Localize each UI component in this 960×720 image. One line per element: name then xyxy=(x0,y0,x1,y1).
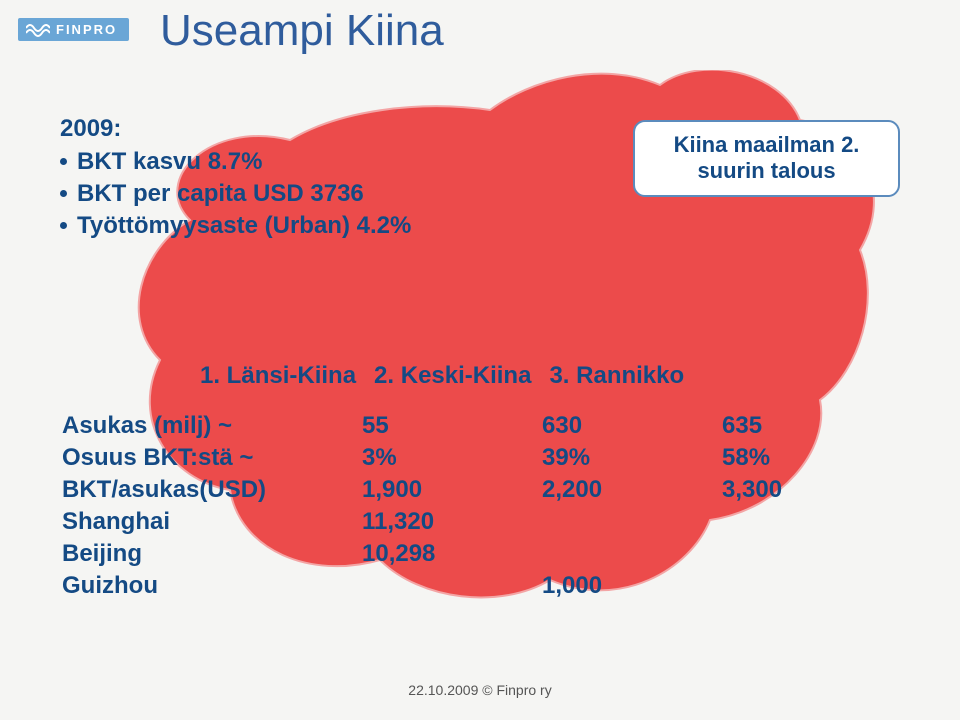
region-header: 1. Länsi-Kiina 2. Keski-Kiina 3. Rannikk… xyxy=(200,362,684,390)
footer: 22.10.2009 © Finpro ry xyxy=(0,682,960,698)
table-row: Shanghai 11,320 xyxy=(62,506,842,538)
bullet-icon xyxy=(60,222,67,229)
bullet-text: BKT kasvu 8.7% xyxy=(77,147,262,177)
row-val: 39% xyxy=(542,444,722,472)
row-val: 55 xyxy=(362,412,542,440)
table-row: BKT/asukas(USD) 1,900 2,200 3,300 xyxy=(62,474,842,506)
row-label: Shanghai xyxy=(62,508,362,536)
row-val: 3% xyxy=(362,444,542,472)
bullet-row: BKT kasvu 8.7% xyxy=(60,147,411,177)
row-val: 11,320 xyxy=(362,508,542,536)
row-val: 3,300 xyxy=(722,476,842,504)
data-table: Asukas (milj) ~ 55 630 635 Osuus BKT:stä… xyxy=(62,410,842,602)
table-row: Asukas (milj) ~ 55 630 635 xyxy=(62,410,842,442)
callout-box: Kiina maailman 2. suurin talous xyxy=(633,120,900,197)
logo-text: FINPRO xyxy=(56,22,117,37)
bullet-row: BKT per capita USD 3736 xyxy=(60,179,411,209)
table-row: Osuus BKT:stä ~ 3% 39% 58% xyxy=(62,442,842,474)
region-col-3: 3. Rannikko xyxy=(549,362,684,390)
row-val: 58% xyxy=(722,444,842,472)
row-val: 635 xyxy=(722,412,842,440)
bullet-icon xyxy=(60,190,67,197)
table-row: Guizhou 1,000 xyxy=(62,570,842,602)
wave-icon xyxy=(26,23,50,37)
bullet-icon xyxy=(60,158,67,165)
row-label: Osuus BKT:stä ~ xyxy=(62,444,362,472)
region-col-2: 2. Keski-Kiina xyxy=(374,362,531,390)
row-val: 1,900 xyxy=(362,476,542,504)
row-val: 10,298 xyxy=(362,540,542,568)
page-title: Useampi Kiina xyxy=(160,6,444,56)
bullet-text: Työttömyysaste (Urban) 4.2% xyxy=(77,211,411,241)
bullet-text: BKT per capita USD 3736 xyxy=(77,179,364,209)
table-row: Beijing 10,298 xyxy=(62,538,842,570)
row-label: Asukas (milj) ~ xyxy=(62,412,362,440)
bullet-row: Työttömyysaste (Urban) 4.2% xyxy=(60,211,411,241)
stats-2009: 2009: BKT kasvu 8.7% BKT per capita USD … xyxy=(60,115,411,241)
row-val: 630 xyxy=(542,412,722,440)
region-col-1: 1. Länsi-Kiina xyxy=(200,362,356,390)
row-label: BKT/asukas(USD) xyxy=(62,476,362,504)
finpro-logo: FINPRO xyxy=(18,18,129,41)
row-val: 1,000 xyxy=(542,572,722,600)
row-label: Guizhou xyxy=(62,572,362,600)
row-val: 2,200 xyxy=(542,476,722,504)
year-label: 2009: xyxy=(60,115,411,143)
row-label: Beijing xyxy=(62,540,362,568)
